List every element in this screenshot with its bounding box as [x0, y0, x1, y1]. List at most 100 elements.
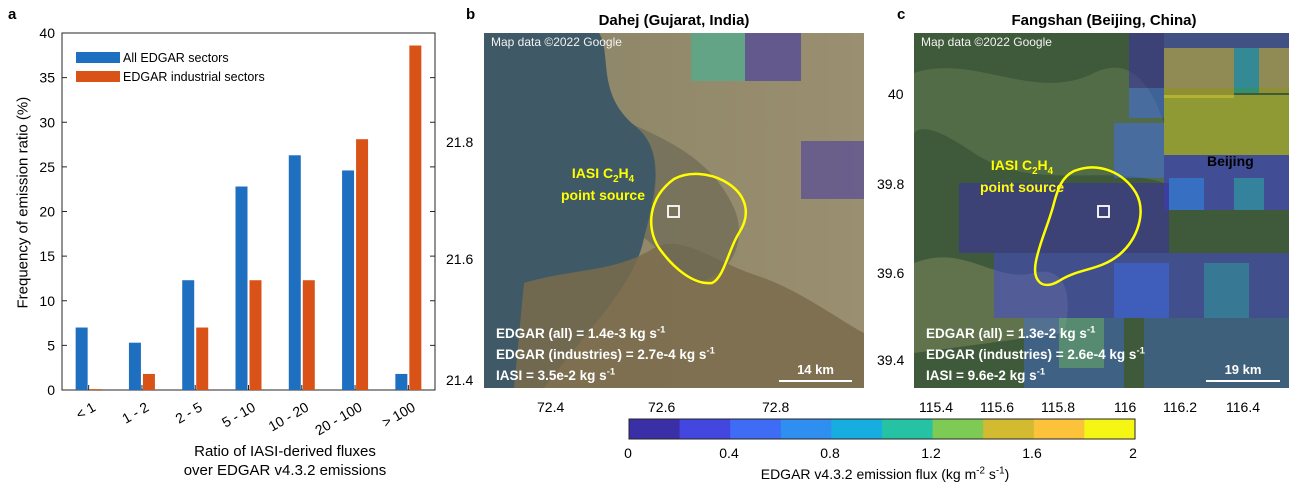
- map-dahej: [484, 33, 864, 388]
- panel-b-source-label: IASI C2H4 point source: [548, 162, 658, 206]
- colorbar-segment: [882, 419, 934, 439]
- map-fangshan: [914, 33, 1289, 388]
- map-fangshan-grid-cells: [959, 33, 1289, 388]
- panel-b-credit: Map data ©2022 Google: [491, 35, 622, 49]
- panel-b-emissions: EDGAR (all) = 1.4e-3 kg s -1 EDGAR (indus…: [496, 323, 715, 386]
- panel-b-source-sub2: 4: [628, 173, 635, 185]
- plot-frame: [61, 32, 436, 391]
- colorbar-segment: [730, 419, 782, 439]
- panel-b-ytick: 21.8: [446, 134, 474, 150]
- colorbar-segment: [629, 419, 681, 439]
- map-dahej-cell-teal: [691, 33, 745, 81]
- x-tick-label: 1 - 2: [119, 399, 151, 427]
- colorbar-segment: [932, 419, 984, 439]
- map-dahej-cell-violet: [801, 141, 864, 199]
- panel-c-exp: -1: [1036, 366, 1046, 378]
- colorbar-tick: 0.4: [719, 445, 739, 461]
- panel-b-letter: b: [466, 6, 476, 23]
- bar-all-sectors: [128, 342, 141, 390]
- panel-a-xlabel: Ratio of IASI-derived fluxes over EDGAR …: [120, 442, 450, 480]
- bar-all-sectors: [288, 155, 301, 390]
- colorbar-label-pre: EDGAR v4.3.2 emission flux (kg m: [760, 466, 977, 482]
- panel-b-exp: -1: [606, 366, 616, 378]
- panel-c-source-label: IASI C2H4 point source: [967, 154, 1077, 198]
- y-tick-label: 0: [47, 382, 55, 398]
- panel-c-ytick: 39.6: [877, 265, 905, 281]
- panel-c-iasi: IASI = 9.6e-2 kg s-1: [926, 365, 1145, 386]
- map-fangshan-ridge: [914, 67, 1164, 183]
- panel-c-xtick: 116.2: [1163, 399, 1197, 415]
- panel-c-xtick: 115.8: [1041, 399, 1075, 415]
- bar-all-sectors: [75, 327, 88, 390]
- colorbar-segment: [780, 419, 832, 439]
- panel-c-city-label: Beijing: [1207, 153, 1254, 169]
- panel-c-edgar-ind: EDGAR (industries) = 2.6e-4 kg s-1: [926, 344, 1145, 365]
- panel-c-xtick: 115.6: [980, 399, 1014, 415]
- panel-b-source-line1: IASI C2H4: [548, 162, 658, 184]
- bar-industrial-sectors: [302, 280, 315, 390]
- panel-b-xtick: 72.6: [648, 399, 676, 415]
- colorbar: [628, 418, 1136, 440]
- map-fangshan-source-contour: [1033, 166, 1142, 287]
- panel-b-exp: -1: [706, 345, 715, 357]
- x-tick-label: < 1: [73, 399, 98, 423]
- x-tick-label: 10 - 20: [266, 399, 312, 435]
- map-dahej-coast: [634, 125, 740, 283]
- y-tick-label: 10: [39, 293, 55, 309]
- y-tick-label: 30: [39, 114, 55, 130]
- y-tick-label: 35: [39, 70, 55, 86]
- bar-chart: 0 5 10 15 20 25 30 35 40 < 1 1 - 2 2 - 5 5 - 10 10 - …: [39, 25, 436, 439]
- panel-c-source-sub1: 2: [1032, 165, 1038, 177]
- panel-c-xtick: 116.4: [1226, 399, 1260, 415]
- x-tick-label: 5 - 10: [219, 399, 258, 431]
- panel-c-source-sub2: 4: [1047, 165, 1054, 177]
- colorbar-label: EDGAR v4.3.2 emission flux (kg m-2 s-1): [680, 466, 1090, 482]
- panel-c-exp: -1: [1136, 345, 1145, 357]
- panel-a-letter: a: [8, 6, 17, 23]
- panel-b-scale-label: 14 km: [797, 362, 834, 377]
- panel-b-edgar-all-text: EDGAR (all) = 1.4e-3 kg s: [496, 326, 657, 341]
- colorbar-label-post: ): [1004, 466, 1010, 482]
- legend-swatch: [76, 52, 120, 63]
- colorbar-tick: 1.6: [1022, 445, 1042, 461]
- legend-swatch: [76, 71, 120, 82]
- colorbar-segment: [831, 419, 883, 439]
- bar-industrial-sectors: [142, 373, 155, 390]
- panel-b-source-sub1: 2: [613, 173, 619, 185]
- panel-c-scale-label: 19 km: [1224, 362, 1262, 377]
- legend-label: EDGAR industrial sectors: [123, 70, 265, 84]
- colorbar-label-exp2: -1: [995, 465, 1005, 477]
- x-tick-label: > 100: [379, 399, 418, 431]
- panel-b-xtick: 72.4: [537, 399, 565, 415]
- panel-b-source-line2: point source: [560, 187, 645, 203]
- y-tick-label: 5: [47, 337, 55, 353]
- colorbar-segment: [1084, 419, 1136, 439]
- panel-b-edgar-ind-text: EDGAR (industries) = 2.7e-4 kg s: [496, 347, 707, 362]
- x-tick-label: 2 - 5: [172, 399, 204, 427]
- y-tick-label: 15: [39, 248, 55, 264]
- panel-b-ytick: 21.4: [446, 372, 474, 388]
- colorbar-segment: [983, 419, 1035, 439]
- panel-c-ytick: 40: [888, 86, 904, 102]
- panel-b-title: Dahej (Gujarat, India): [598, 12, 750, 29]
- panel-c-iasi-text: IASI = 9.6e-2 kg s: [926, 368, 1037, 383]
- map-dahej-source-contour: [649, 172, 748, 285]
- x-tick-label: 20 - 100: [312, 399, 365, 439]
- y-tick-label: 20: [39, 204, 55, 220]
- panel-b-ytick: 21.6: [446, 251, 474, 267]
- bar-industrial-sectors: [196, 327, 209, 390]
- panel-c-xtick: 116: [1114, 399, 1137, 415]
- bar-industrial-sectors: [89, 389, 102, 390]
- bar-industrial-sectors: [249, 280, 262, 390]
- colorbar-label-exp1: -2: [976, 465, 985, 477]
- panel-c-source-c: IASI C: [990, 157, 1033, 173]
- colorbar-tick: 0: [624, 445, 632, 461]
- panel-c-edgar-all-text: EDGAR (all) = 1.3e-2 kg s: [926, 326, 1087, 341]
- colorbar-segment: [1033, 419, 1085, 439]
- colorbar-label-mid: s: [984, 466, 996, 482]
- y-tick-label: 40: [39, 25, 55, 41]
- bar-industrial-sectors: [356, 139, 369, 390]
- bar-industrial-sectors: [409, 45, 422, 391]
- panel-b-source-h: H: [618, 165, 629, 181]
- panel-b-xtick: 72.8: [762, 399, 790, 415]
